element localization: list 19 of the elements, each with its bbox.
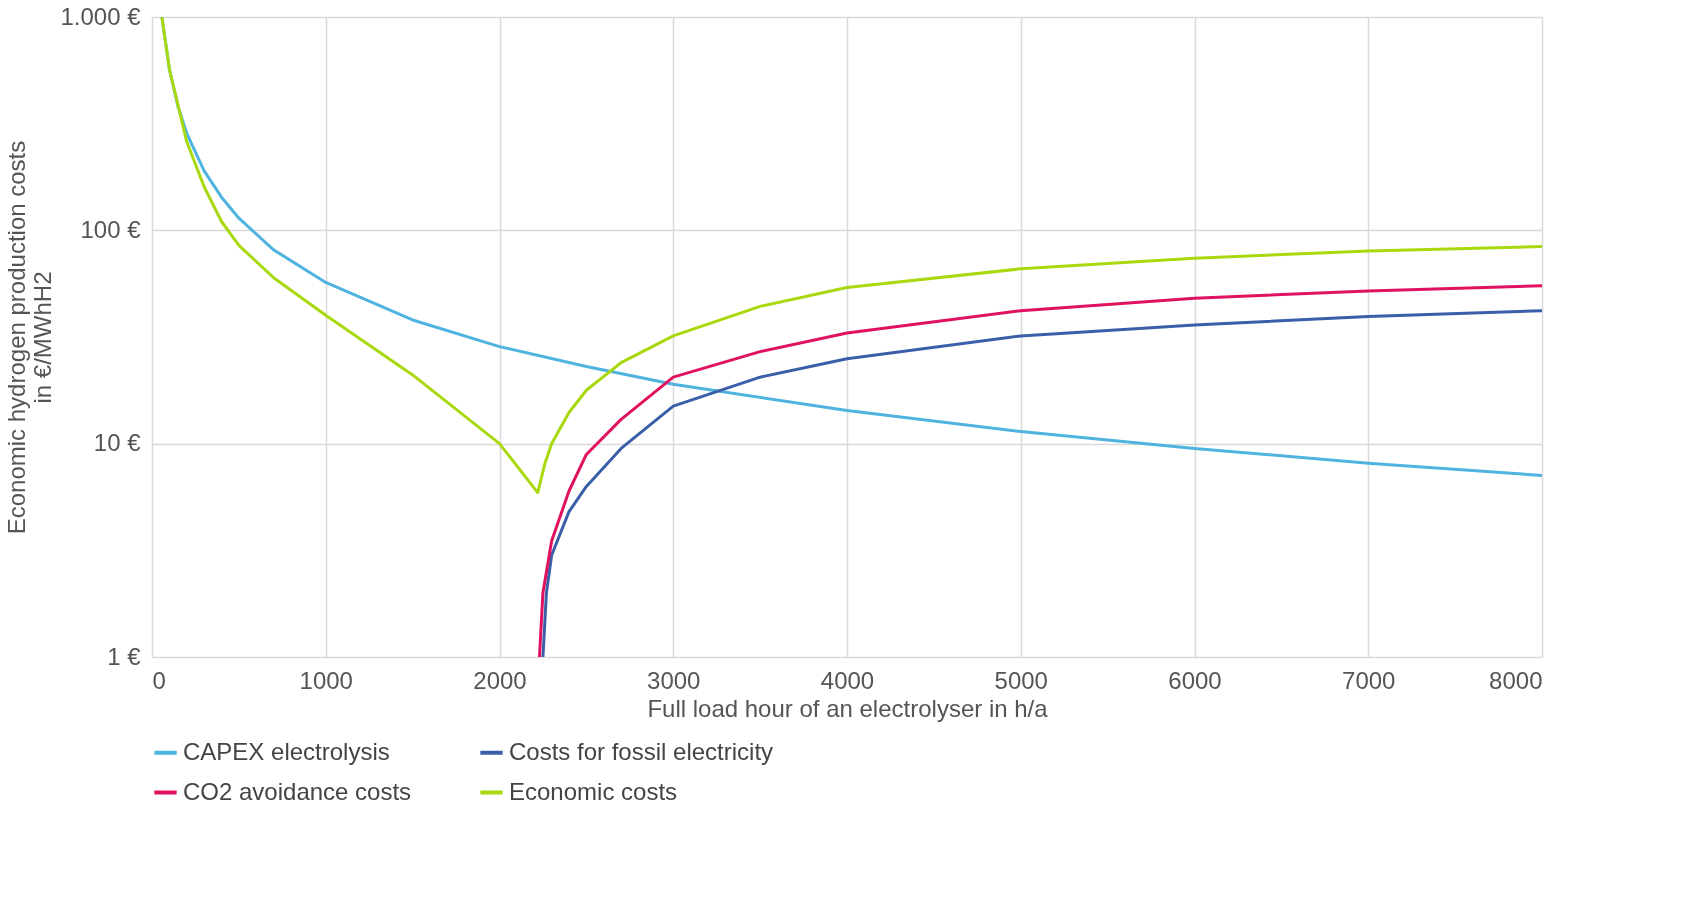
x-tick-label: 3000: [647, 666, 701, 694]
x-tick-label: 1000: [299, 666, 353, 694]
legend-label: Economic costs: [509, 777, 678, 805]
y-tick-label: 1.000 €: [60, 2, 142, 30]
x-tick-label: 8000: [1489, 666, 1543, 694]
x-tick-label: 4000: [820, 666, 875, 694]
y-tick-label: 1 €: [107, 642, 142, 670]
x-tick-label: 0: [152, 666, 166, 694]
legend-label: Costs for fossil electricity: [509, 737, 774, 765]
x-tick-label: 7000: [1342, 666, 1396, 694]
x-tick-label: 5000: [994, 666, 1048, 694]
x-tick-label: 2000: [473, 666, 527, 694]
x-tick-label: 6000: [1168, 666, 1222, 694]
legend-label: CO2 avoidance costs: [183, 777, 412, 805]
y-axis-title: Economic hydrogen production costs in €/MWhH2: [3, 140, 57, 535]
legend-label: CAPEX electrolysis: [183, 737, 390, 765]
x-axis-title: Full load hour of an electrolyser in h/a: [647, 694, 1049, 722]
y-tick-label: 10 €: [93, 429, 142, 457]
y-tick-label: 100 €: [80, 215, 142, 243]
